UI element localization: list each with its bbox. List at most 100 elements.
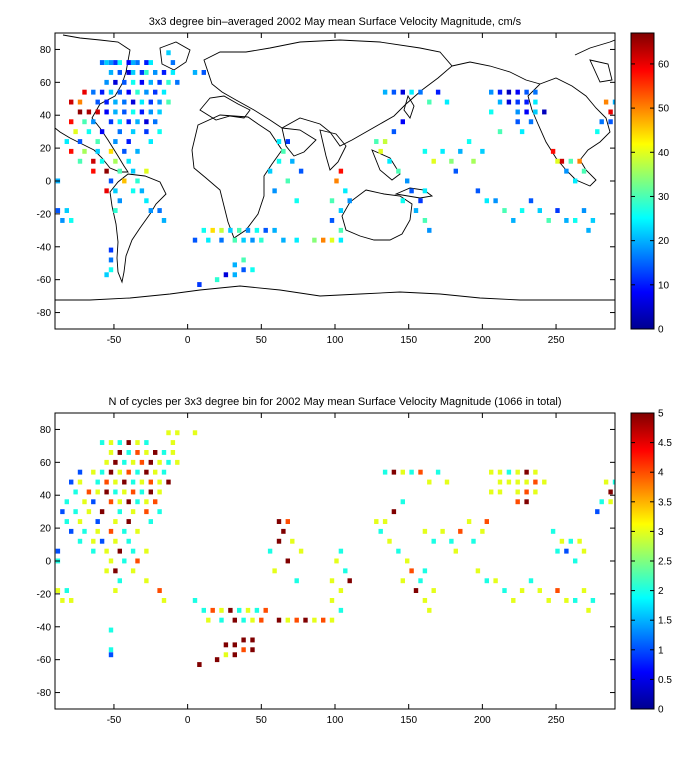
grid-cell [77, 139, 83, 144]
grid-cell [223, 272, 229, 278]
grid-cell [263, 227, 268, 233]
grid-cell [113, 158, 118, 164]
grid-cell [122, 558, 127, 564]
grid-cell [524, 489, 529, 495]
grid-cell [166, 99, 171, 105]
grid-cell [170, 440, 176, 445]
grid-cell [586, 607, 591, 613]
grid-cell [108, 499, 114, 505]
colorbar-tick-label: 40 [658, 148, 670, 159]
grid-cell [108, 119, 114, 125]
grid-cell [135, 89, 140, 95]
grid-cell [130, 548, 136, 554]
grid-cell [422, 188, 428, 194]
grid-cell [77, 469, 83, 475]
grid-cell [157, 489, 162, 495]
continent-outlines-top [55, 34, 615, 301]
grid-cell [95, 99, 100, 105]
grid-cell [201, 227, 206, 233]
grid-cell [135, 528, 140, 534]
grid-cell [135, 450, 140, 455]
x-tick-label: 250 [548, 335, 565, 346]
y-tick-label: 40 [40, 491, 52, 502]
x-ticks-bottom: -50 0 50 100 150 200 250 [107, 413, 565, 726]
grid-cell [497, 89, 503, 95]
grid-cell [210, 607, 215, 613]
grid-cell [573, 178, 578, 184]
grid-cell [122, 178, 127, 184]
colorbar-tick-label: 3 [658, 527, 664, 538]
grid-cell [422, 148, 428, 154]
grid-cell [241, 617, 246, 623]
grid-cell [95, 528, 100, 534]
grid-cell [117, 578, 122, 584]
panel-bottom: N of cycles per 3x3 degree bin for 2002 … [37, 396, 673, 726]
x-tick-label: 200 [474, 715, 491, 726]
grid-cell [573, 218, 578, 223]
grid-cell [153, 119, 158, 125]
grid-cell [237, 227, 242, 233]
grid-cell [113, 479, 118, 485]
grid-cell [471, 538, 476, 544]
grid-cell [122, 528, 127, 534]
grid-cell [99, 60, 105, 65]
grid-cell [91, 119, 96, 125]
grid-cell [170, 70, 176, 75]
colorbar-tick-label: 2 [658, 586, 664, 597]
grid-cell [223, 642, 229, 648]
grid-cell [329, 218, 335, 223]
grid-cell [117, 70, 122, 75]
grid-cell [144, 440, 149, 445]
grid-cell [113, 459, 118, 465]
grid-cell [104, 60, 109, 65]
grid-cell [338, 588, 344, 593]
grid-cell [108, 89, 114, 95]
grid-cell [515, 109, 520, 115]
grid-cell [568, 158, 573, 164]
grid-cell [285, 617, 290, 623]
grid-cell [427, 227, 432, 233]
grid-cell [77, 538, 83, 544]
grid-cell [497, 129, 503, 135]
grid-cell [413, 208, 419, 213]
grid-cell [281, 148, 286, 154]
grid-cell [192, 70, 198, 75]
y-tick-label: 0 [45, 557, 51, 568]
grid-cell [64, 588, 69, 593]
grid-cell [590, 598, 596, 603]
grid-cell [91, 548, 96, 554]
grid-cell [608, 499, 613, 505]
grid-cell [55, 588, 61, 593]
grid-cell [422, 598, 428, 603]
y-ticks-top: -80 -60 -40 -20 0 20 40 60 80 [37, 45, 615, 319]
grid-cell [453, 548, 458, 554]
grid-cell [99, 538, 105, 544]
x-tick-label: 150 [400, 715, 417, 726]
grid-cell [139, 459, 145, 465]
grid-cell [139, 70, 145, 75]
grid-cell [126, 538, 131, 544]
grid-cell [117, 119, 122, 125]
grid-cell [148, 519, 153, 524]
grid-cell [122, 148, 127, 154]
grid-cell [166, 479, 171, 485]
grid-cell [400, 578, 405, 584]
grid-cell [577, 158, 582, 164]
grid-cell [157, 129, 162, 135]
grid-cell [126, 450, 131, 455]
grid-cell [99, 129, 105, 135]
grid-cell [515, 469, 520, 475]
grid-cell [91, 538, 96, 544]
colorbar-tick-label: 4.5 [658, 438, 672, 449]
grid-cell [480, 148, 485, 154]
grid-cell [387, 538, 392, 544]
grid-cell [267, 548, 273, 554]
grid-cell [493, 578, 498, 584]
grid-cell [64, 139, 69, 144]
grid-cell [294, 237, 299, 243]
grid-cell [104, 272, 109, 278]
grid-cell [396, 548, 401, 554]
grid-cell [590, 218, 596, 223]
grid-cell [612, 99, 615, 105]
grid-cell [480, 528, 485, 534]
